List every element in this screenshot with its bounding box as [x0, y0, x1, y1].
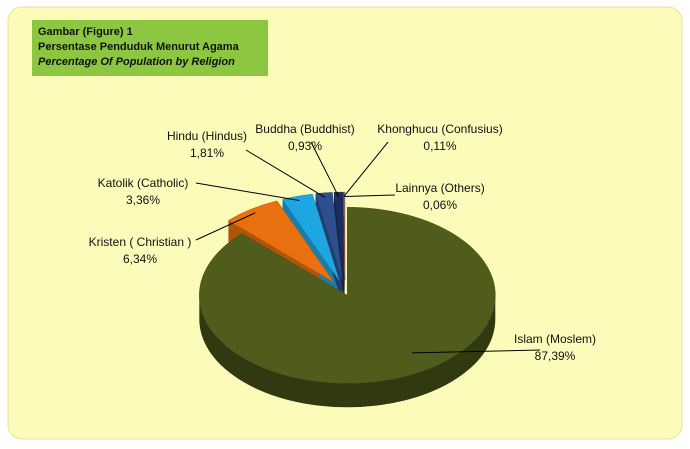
slice	[282, 193, 340, 281]
slice-label: Lainnya (Others)	[395, 181, 484, 195]
slice-label: Buddha (Buddhist)	[255, 122, 354, 136]
leader-line	[412, 349, 541, 354]
slice-label: Khonghucu (Confusius)	[377, 122, 502, 136]
slice	[227, 200, 335, 283]
slice-label: Kristen ( Christian )	[89, 235, 192, 249]
value-label: 0,93%	[288, 139, 322, 153]
leader-line	[195, 182, 300, 201]
chart-title: Gambar (Figure) 1	[38, 26, 133, 38]
title-box	[32, 20, 268, 76]
slice	[344, 191, 346, 281]
value-label: 0,11%	[423, 139, 456, 153]
leader-line	[344, 194, 396, 198]
slice	[199, 207, 496, 384]
value-label: 1,81%	[190, 146, 224, 160]
leader-line	[245, 149, 326, 198]
value-label: 87,39%	[535, 349, 576, 363]
slice-label: Katolik (Catholic)	[98, 176, 189, 190]
slice	[333, 191, 345, 281]
slice-label: Islam (Moslem)	[514, 332, 596, 346]
slice-side	[199, 295, 496, 408]
pie-tops	[199, 191, 496, 384]
chart-title: Percentage Of Population by Religion	[38, 56, 235, 68]
value-label: 6,34%	[123, 252, 157, 266]
chart-title: Persentase Penduduk Menurut Agama	[38, 41, 240, 53]
leader-line	[195, 212, 256, 241]
leader-line	[310, 141, 340, 197]
slice	[315, 192, 343, 281]
value-label: 0,06%	[423, 198, 457, 212]
slice-label: Hindu (Hindus)	[167, 129, 247, 143]
leader-line	[343, 141, 389, 197]
value-label: 3,36%	[126, 193, 160, 207]
